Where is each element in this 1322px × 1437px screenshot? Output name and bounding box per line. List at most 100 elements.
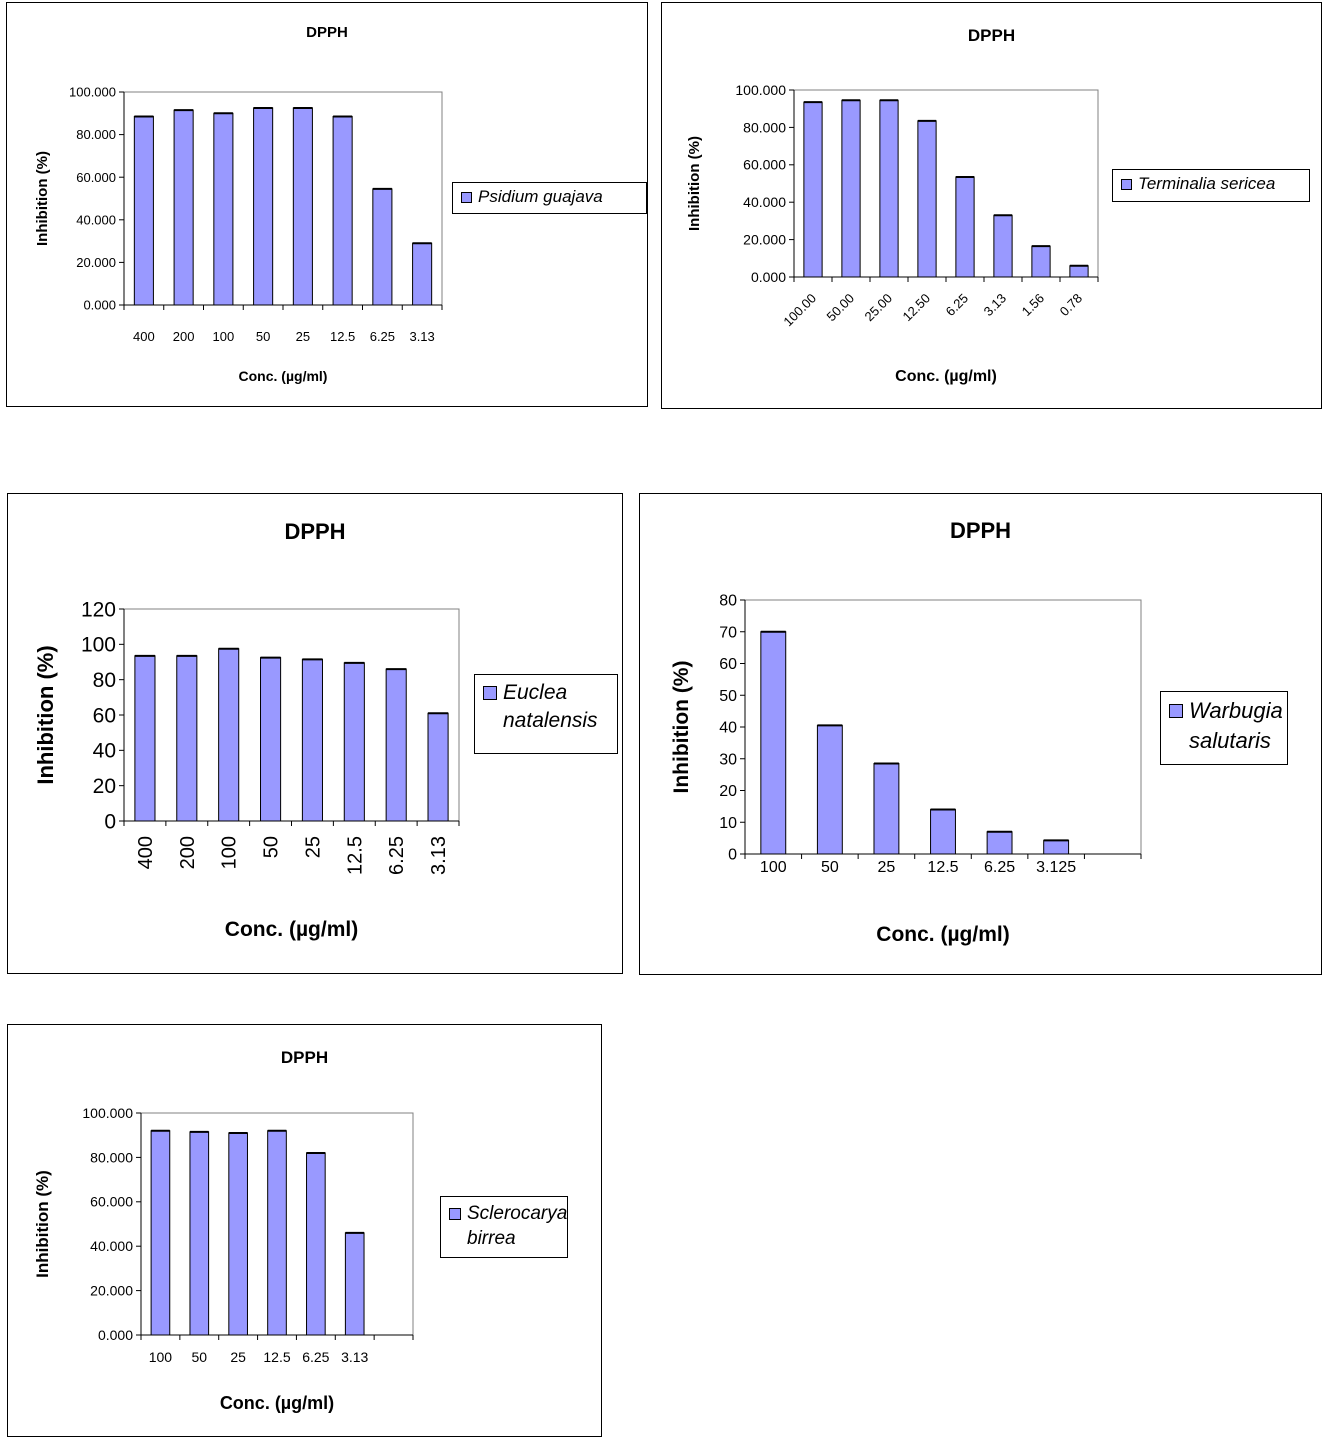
x-tick-label: 12.50 [900, 291, 934, 325]
legend-label: Warbugia salutaris [1189, 698, 1283, 753]
chart-title: DPPH [950, 518, 1011, 543]
bar-50 [260, 657, 282, 822]
bar-3-13 [993, 214, 1013, 278]
chart-panel-terminalia-sericea: DPPH 0.000 20.000 40.000 60.000 80.000 100.000… [661, 2, 1322, 409]
bar-3-13 [344, 1232, 365, 1336]
bar-6-25 [955, 176, 975, 278]
bar-25 [292, 107, 313, 306]
chart-legend: Euclea natalensis [474, 674, 618, 754]
y-axis-label: Inhibition (%) [686, 136, 703, 231]
x-tick-label: 12.5 [344, 836, 366, 875]
x-tick-label: 0.78 [1057, 291, 1086, 320]
chart-legend: Warbugia salutaris [1160, 691, 1288, 765]
chart-legend: Psidium guajava [452, 182, 647, 214]
y-tick-label: 80.000 [90, 1149, 133, 1165]
bar-50 [816, 724, 843, 855]
x-axis-label: Conc. (µg/ml) [239, 368, 328, 384]
y-tick-label: 50 [719, 688, 737, 705]
bar-1-56 [1031, 245, 1051, 278]
y-tick-label: 20.000 [743, 232, 786, 248]
y-tick-label: 60.000 [743, 157, 786, 173]
x-tick-label: 6.25 [370, 329, 395, 344]
bar-100 [218, 648, 240, 822]
chart-svg: DPPH 0.000 20.000 40.000 60.000 80.000 100.000… [33, 1048, 414, 1413]
x-tick-label: 6.25 [943, 291, 972, 320]
legend-label: Sclerocarya birrea [467, 1203, 568, 1249]
bar-100 [150, 1130, 171, 1336]
bar-50 [189, 1131, 210, 1336]
legend-label: Psidium guajava [478, 187, 603, 206]
bar-50 [253, 107, 274, 306]
x-tick-label: 12.5 [927, 859, 958, 876]
x-tick-label: 3.13 [981, 291, 1010, 320]
bar-400 [134, 655, 156, 822]
legend-swatch [461, 191, 472, 203]
y-tick-label: 120 [81, 598, 116, 621]
x-tick-label: 12.5 [263, 1349, 290, 1365]
x-tick-label: 100 [213, 329, 235, 344]
chart-title: DPPH [968, 26, 1015, 45]
y-tick-label: 70 [719, 624, 737, 641]
chart-title: DPPH [281, 1048, 328, 1067]
y-tick-label: 60.000 [76, 170, 116, 185]
chart-title: DPPH [284, 519, 345, 544]
chart-legend: Sclerocarya birrea [440, 1196, 568, 1258]
plot-area [123, 608, 460, 822]
y-tick-label: 80.000 [743, 119, 786, 135]
x-tick-label: 25 [302, 836, 324, 858]
y-tick-label: 20.000 [76, 255, 116, 270]
x-tick-label: 100 [149, 1349, 173, 1365]
x-axis-label: Conc. (µg/ml) [225, 918, 358, 941]
bar-6-25 [306, 1152, 326, 1336]
y-tick-label: 40 [719, 720, 737, 737]
y-tick-label: 40 [93, 740, 116, 763]
x-tick-label: 25 [878, 859, 896, 876]
y-tick-label: 10 [719, 815, 737, 832]
y-tick-label: 0.000 [83, 298, 116, 313]
y-tick-label: 60 [93, 704, 116, 727]
y-tick-label: 80 [93, 669, 116, 692]
chart-panel-euclea-natalensis: DPPH 0 20 40 60 80 100 120 Inhibition (%) 400 200 1… [7, 493, 623, 974]
bar-100-00 [803, 101, 823, 278]
y-tick-label: 40.000 [90, 1238, 133, 1254]
bar-12-5 [930, 809, 956, 855]
bar-25-00 [879, 99, 899, 278]
chart-svg: DPPH 0 20 40 60 80 100 120 Inhibition (%) 400 200 1… [33, 519, 460, 941]
bar-25 [873, 763, 900, 855]
y-axis-label: Inhibition (%) [33, 645, 58, 784]
chart-title: DPPH [306, 24, 348, 41]
x-tick-label: 25.00 [862, 291, 896, 325]
y-tick-label: 40.000 [76, 212, 116, 227]
x-tick-label: 50 [821, 859, 839, 876]
x-tick-label: 3.125 [1036, 859, 1076, 876]
y-tick-label: 60 [719, 656, 737, 673]
x-tick-label: 200 [173, 329, 195, 344]
bar-3-13 [427, 712, 449, 822]
y-tick-label: 40.000 [743, 194, 786, 210]
y-tick-label: 60.000 [90, 1194, 133, 1210]
x-axis-label: Conc. (µg/ml) [895, 368, 997, 385]
y-tick-label: 0.000 [751, 269, 786, 285]
legend-swatch [1169, 704, 1183, 718]
x-tick-label: 200 [177, 836, 199, 869]
bar-50-00 [841, 99, 861, 278]
bar-12-5 [267, 1130, 287, 1336]
y-tick-label: 0 [728, 847, 737, 864]
x-tick-label: 50 [261, 836, 283, 858]
legend-label: Terminalia sericea [1138, 174, 1276, 193]
bar-3-13 [412, 242, 433, 306]
y-axis-label: Inhibition (%) [670, 661, 693, 794]
y-tick-label: 20 [719, 783, 737, 800]
bar-6-25 [372, 188, 393, 306]
y-axis-label: Inhibition (%) [34, 151, 51, 246]
bar-100 [760, 631, 787, 855]
bar-12-5 [332, 115, 353, 306]
x-tick-label: 3.13 [409, 329, 434, 344]
x-tick-label: 6.25 [302, 1349, 329, 1365]
bar-25 [301, 658, 323, 822]
x-tick-label: 6.25 [386, 836, 408, 875]
bar-3-125 [1043, 839, 1070, 855]
bar-6-25 [986, 831, 1013, 855]
x-axis-label: Conc. (µg/ml) [876, 923, 1009, 946]
x-tick-label: 3.13 [341, 1349, 368, 1365]
